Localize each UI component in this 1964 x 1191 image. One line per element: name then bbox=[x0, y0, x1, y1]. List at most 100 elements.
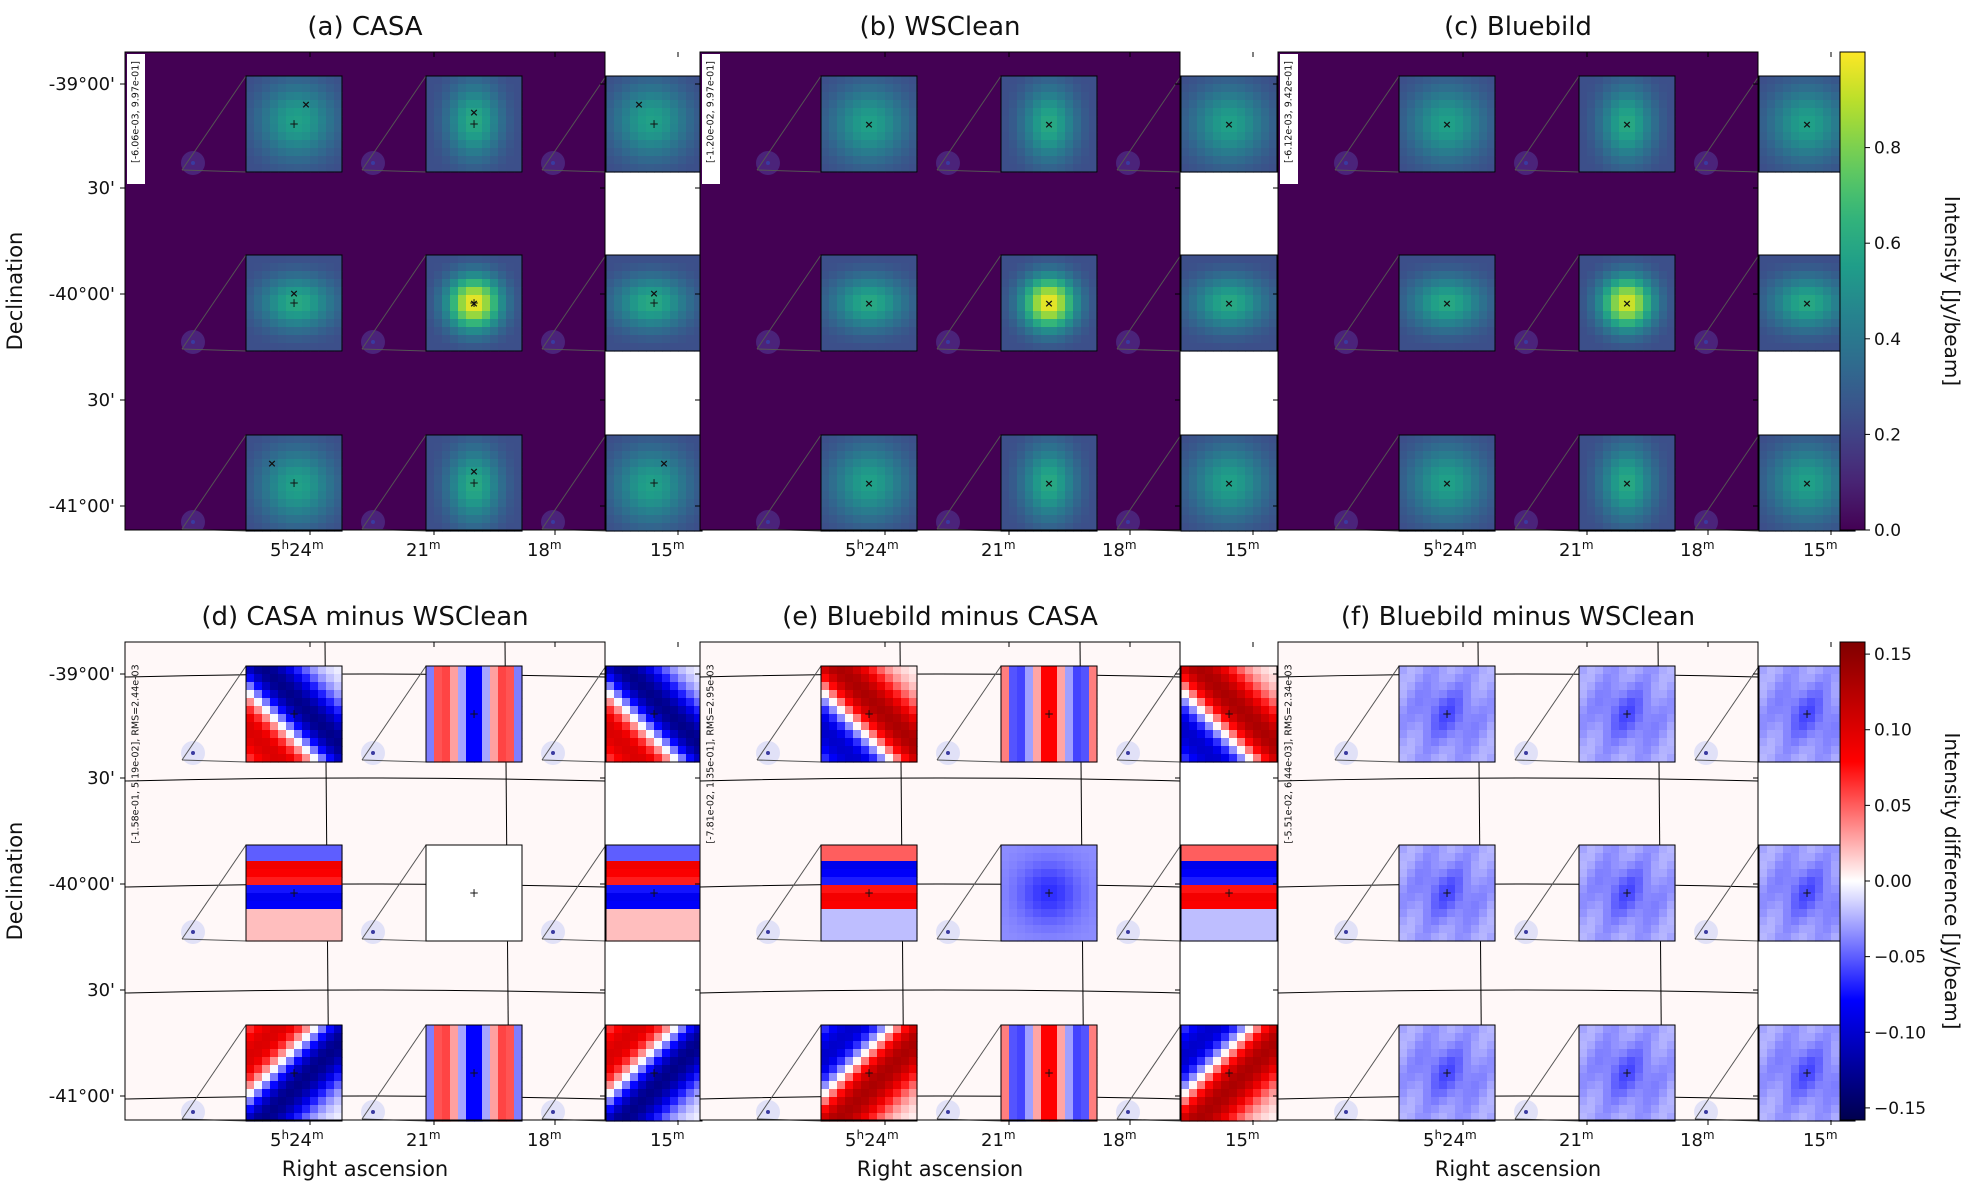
inset-pixel bbox=[310, 92, 319, 101]
inset-pixel bbox=[450, 319, 459, 328]
inset-pixel bbox=[1775, 491, 1784, 500]
inset-pixel bbox=[318, 475, 327, 484]
inset-pixel bbox=[893, 311, 902, 320]
inset-pixel bbox=[1783, 164, 1792, 173]
inset-pixel bbox=[1431, 263, 1440, 272]
inset-pixel bbox=[254, 84, 263, 93]
inset-pixel bbox=[1603, 499, 1612, 508]
inset-pixel bbox=[901, 108, 910, 117]
inset-pixel bbox=[1407, 311, 1416, 320]
inset-pixel bbox=[1041, 303, 1050, 312]
inset-pixel bbox=[1479, 164, 1488, 173]
inset-pixel bbox=[1221, 132, 1230, 141]
inset-pixel bbox=[474, 148, 483, 157]
inset-pixel bbox=[318, 435, 327, 444]
inset-pixel bbox=[426, 295, 435, 304]
inset-pixel bbox=[1823, 523, 1832, 532]
inset-pixel bbox=[270, 76, 279, 85]
inset-pixel bbox=[1041, 475, 1050, 484]
inset-pixel bbox=[1659, 491, 1668, 500]
inset-pixel bbox=[318, 722, 327, 731]
inset-pixel bbox=[474, 295, 483, 304]
inset-pixel bbox=[1261, 295, 1270, 304]
inset-pixel bbox=[885, 483, 894, 492]
fitted-position-marker: × bbox=[1044, 118, 1053, 131]
inset-pixel bbox=[853, 475, 862, 484]
inset-pixel bbox=[869, 124, 878, 133]
source-point bbox=[1524, 340, 1528, 344]
inset-pixel bbox=[506, 475, 515, 484]
inset-pixel bbox=[686, 674, 695, 683]
inset-pixel bbox=[1057, 523, 1066, 532]
inset-pixel bbox=[514, 722, 523, 731]
inset-pixel bbox=[606, 279, 615, 288]
inset-pixel bbox=[1831, 335, 1840, 344]
inset-pixel bbox=[1643, 311, 1652, 320]
inset-pixel bbox=[646, 108, 655, 117]
inset-pixel bbox=[426, 706, 435, 715]
inset-pixel bbox=[1611, 499, 1620, 508]
inset-pixel bbox=[1269, 483, 1278, 492]
inset-pixel bbox=[482, 459, 491, 468]
inset-pixel bbox=[442, 295, 451, 304]
inset-pixel bbox=[514, 515, 523, 524]
inset-pixel bbox=[474, 287, 483, 296]
inset-pixel bbox=[1189, 164, 1198, 173]
inset-pixel bbox=[1603, 100, 1612, 109]
inset-pixel bbox=[694, 443, 703, 452]
inset-pixel bbox=[1221, 343, 1230, 352]
inset-pixel bbox=[1823, 295, 1832, 304]
inset-pixel bbox=[1407, 523, 1416, 532]
inset-pixel bbox=[1439, 507, 1448, 516]
inset-pixel bbox=[450, 100, 459, 109]
inset-pixel bbox=[506, 327, 515, 336]
inset-pixel bbox=[334, 738, 343, 747]
inset-pixel bbox=[853, 76, 862, 85]
inset-pixel bbox=[1455, 279, 1464, 288]
inset-pixel bbox=[630, 100, 639, 109]
inset-pixel bbox=[1595, 499, 1604, 508]
inset-pixel bbox=[845, 507, 854, 516]
inset-pixel bbox=[334, 674, 343, 683]
inset-pixel bbox=[670, 467, 679, 476]
inset-pixel bbox=[1033, 132, 1042, 141]
inset-pixel bbox=[1009, 507, 1018, 516]
inset-connector bbox=[541, 254, 607, 350]
inset-pixel bbox=[646, 132, 655, 141]
inset-pixel bbox=[877, 443, 886, 452]
inset-pixel bbox=[1479, 255, 1488, 264]
inset-pixel bbox=[1611, 311, 1620, 320]
inset-pixel bbox=[1783, 255, 1792, 264]
inset-pixel bbox=[1423, 443, 1432, 452]
inset-pixel bbox=[1815, 279, 1824, 288]
inset-pixel bbox=[1009, 255, 1018, 264]
inset-pixel bbox=[466, 738, 475, 747]
inset-pixel bbox=[654, 730, 663, 739]
inset-pixel bbox=[893, 156, 902, 165]
inset-pixel bbox=[1081, 156, 1090, 165]
inset-pixel bbox=[1089, 343, 1098, 352]
inset-pixel bbox=[869, 132, 878, 141]
inset-pixel bbox=[686, 116, 695, 125]
inset-pixel bbox=[1025, 311, 1034, 320]
inset-pixel bbox=[254, 730, 263, 739]
inset-pixel bbox=[286, 483, 295, 492]
inset-pixel bbox=[498, 451, 507, 460]
inset-pixel bbox=[1017, 335, 1026, 344]
inset-pixel bbox=[662, 84, 671, 93]
inset-pixel bbox=[262, 116, 271, 125]
inset-pixel bbox=[1057, 475, 1066, 484]
inset-pixel bbox=[1627, 156, 1636, 165]
inset-connector bbox=[936, 169, 1002, 173]
inset-pixel bbox=[1807, 116, 1816, 125]
inset-pixel bbox=[434, 861, 443, 870]
inset-pixel bbox=[686, 507, 695, 516]
inset-pixel bbox=[1471, 76, 1480, 85]
inset-pixel bbox=[1775, 483, 1784, 492]
source-point bbox=[1524, 520, 1528, 524]
inset-pixel bbox=[1221, 467, 1230, 476]
inset-pixel bbox=[1815, 287, 1824, 296]
inset-pixel bbox=[1667, 467, 1676, 476]
inset-pixel bbox=[1815, 76, 1824, 85]
inset-pixel bbox=[1221, 84, 1230, 93]
